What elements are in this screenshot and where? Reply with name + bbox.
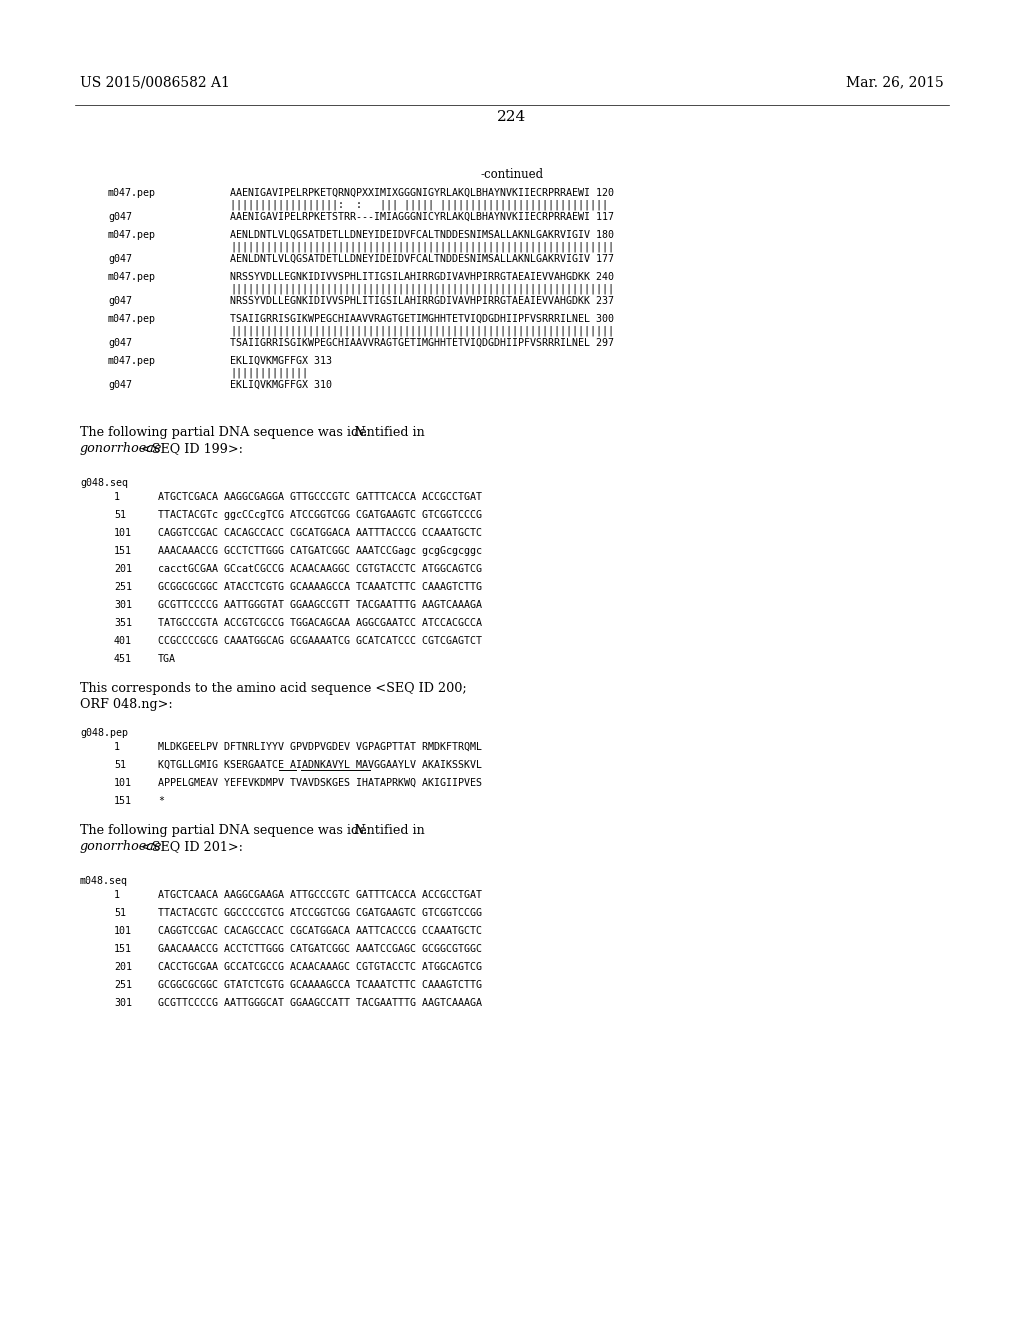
Text: g047: g047 bbox=[108, 253, 132, 264]
Text: 251: 251 bbox=[114, 582, 132, 591]
Text: 101: 101 bbox=[114, 777, 132, 788]
Text: m047.pep: m047.pep bbox=[108, 314, 156, 323]
Text: This corresponds to the amino acid sequence <SEQ ID 200;: This corresponds to the amino acid seque… bbox=[80, 682, 467, 696]
Text: CAGGTCCGAC CACAGCCACC CGCATGGACA AATTTACCCG CCAAATGCTC: CAGGTCCGAC CACAGCCACC CGCATGGACA AATTTAC… bbox=[158, 528, 482, 539]
Text: gonorrhoeae: gonorrhoeae bbox=[80, 442, 163, 455]
Text: KQTGLLGMIG KSERGAATCE AIADNKAVYL MAVGGAAYLV AKAIKSSKVL: KQTGLLGMIG KSERGAATCE AIADNKAVYL MAVGGAA… bbox=[158, 760, 482, 770]
Text: m048.seq: m048.seq bbox=[80, 876, 128, 886]
Text: <SEQ ID 199>:: <SEQ ID 199>: bbox=[136, 442, 243, 455]
Text: AENLDNTLVLQGSATDETLLDNEYIDEIDVFCALTNDDESNIMSALLAKNLGAKRVIGIV 180: AENLDNTLVLQGSATDETLLDNEYIDEIDVFCALTNDDES… bbox=[230, 230, 614, 240]
Text: The following partial DNA sequence was identified in: The following partial DNA sequence was i… bbox=[80, 426, 429, 440]
Text: AAENIGAVIPELRPKETQRNQPXXIMIXGGGNIGYRLAKQLBHAYNVKIIECRPRRAEWI 120: AAENIGAVIPELRPKETQRNQPXXIMIXGGGNIGYRLAKQ… bbox=[230, 187, 614, 198]
Text: EKLIQVKMGFFGX 310: EKLIQVKMGFFGX 310 bbox=[230, 380, 332, 389]
Text: AAENIGAVIPELRPKETSTRR---IMIAGGGNICYRLAKQLBHAYNVKIIECRPRRAEWI 117: AAENIGAVIPELRPKETSTRR---IMIAGGGNICYRLAKQ… bbox=[230, 213, 614, 222]
Text: 1: 1 bbox=[114, 742, 120, 752]
Text: 51: 51 bbox=[114, 760, 126, 770]
Text: 451: 451 bbox=[114, 653, 132, 664]
Text: 1: 1 bbox=[114, 890, 120, 900]
Text: 1: 1 bbox=[114, 492, 120, 502]
Text: -continued: -continued bbox=[480, 168, 544, 181]
Text: g048.seq: g048.seq bbox=[80, 478, 128, 488]
Text: APPELGMEAV YEFEVKDMPV TVAVDSKGES IHATAPRKWQ AKIGIIPVES: APPELGMEAV YEFEVKDMPV TVAVDSKGES IHATAPR… bbox=[158, 777, 482, 788]
Text: g047: g047 bbox=[108, 213, 132, 222]
Text: NRSSYVDLLEGNKIDIVVSPHLITIGSILAHIRRGDIVAVHPIRRGTAEAIEVVAHGDKK 240: NRSSYVDLLEGNKIDIVVSPHLITIGSILAHIRRGDIVAV… bbox=[230, 272, 614, 282]
Text: 351: 351 bbox=[114, 618, 132, 628]
Text: EKLIQVKMGFFGX 313: EKLIQVKMGFFGX 313 bbox=[230, 356, 332, 366]
Text: ||||||||||||||||||:  :   ||| ||||| ||||||||||||||||||||||||||||: ||||||||||||||||||: : ||| ||||| ||||||||… bbox=[230, 201, 608, 210]
Text: *: * bbox=[158, 796, 164, 807]
Text: m047.pep: m047.pep bbox=[108, 272, 156, 282]
Text: TTACTACGTC GGCCCCGTCG ATCCGGTCGG CGATGAAGTC GTCGGTCCGG: TTACTACGTC GGCCCCGTCG ATCCGGTCGG CGATGAA… bbox=[158, 908, 482, 917]
Text: 101: 101 bbox=[114, 927, 132, 936]
Text: GCGGCGCGGC GTATCTCGTG GCAAAAGCCA TCAAATCTTC CAAAGTCTTG: GCGGCGCGGC GTATCTCGTG GCAAAAGCCA TCAAATC… bbox=[158, 979, 482, 990]
Text: Mar. 26, 2015: Mar. 26, 2015 bbox=[846, 75, 944, 88]
Text: ORF 048.ng>:: ORF 048.ng>: bbox=[80, 698, 173, 711]
Text: GCGGCGCGGC ATACCTCGTG GCAAAAGCCA TCAAATCTTC CAAAGTCTTG: GCGGCGCGGC ATACCTCGTG GCAAAAGCCA TCAAATC… bbox=[158, 582, 482, 591]
Text: ||||||||||||||||||||||||||||||||||||||||||||||||||||||||||||||||: ||||||||||||||||||||||||||||||||||||||||… bbox=[230, 242, 614, 252]
Text: cacctGCGAA GCcatCGCCG ACAACAAGGC CGTGTACCTC ATGGCAGTCG: cacctGCGAA GCcatCGCCG ACAACAAGGC CGTGTAC… bbox=[158, 564, 482, 574]
Text: TSAIIGRRISGIKWPEGCHIAAVVRAGTGETIMGHHTETVIQDGDHIIPFVSRRRILNEL 300: TSAIIGRRISGIKWPEGCHIAAVVRAGTGETIMGHHTETV… bbox=[230, 314, 614, 323]
Text: 151: 151 bbox=[114, 944, 132, 954]
Text: AAACAAACCG GCCTCTTGGG CATGATCGGC AAATCCGagc gcgGcgcggc: AAACAAACCG GCCTCTTGGG CATGATCGGC AAATCCG… bbox=[158, 546, 482, 556]
Text: AENLDNTLVLQGSATDETLLDNEYIDEIDVFCALTNDDESNIMSALLAKNLGAKRVIGIV 177: AENLDNTLVLQGSATDETLLDNEYIDEIDVFCALTNDDES… bbox=[230, 253, 614, 264]
Text: m047.pep: m047.pep bbox=[108, 356, 156, 366]
Text: m047.pep: m047.pep bbox=[108, 187, 156, 198]
Text: TGA: TGA bbox=[158, 653, 176, 664]
Text: GCGTTCCCCG AATTGGGTAT GGAAGCCGTT TACGAATTTG AAGTCAAAGA: GCGTTCCCCG AATTGGGTAT GGAAGCCGTT TACGAAT… bbox=[158, 601, 482, 610]
Text: <SEQ ID 201>:: <SEQ ID 201>: bbox=[136, 840, 243, 853]
Text: g047: g047 bbox=[108, 380, 132, 389]
Text: m047.pep: m047.pep bbox=[108, 230, 156, 240]
Text: ATGCTCAACA AAGGCGAAGA ATTGCCCGTC GATTTCACCA ACCGCCTGAT: ATGCTCAACA AAGGCGAAGA ATTGCCCGTC GATTTCA… bbox=[158, 890, 482, 900]
Text: The following partial DNA sequence was identified in: The following partial DNA sequence was i… bbox=[80, 824, 429, 837]
Text: CCGCCCCGCG CAAATGGCAG GCGAAAATCG GCATCATCCC CGTCGAGTCT: CCGCCCCGCG CAAATGGCAG GCGAAAATCG GCATCAT… bbox=[158, 636, 482, 645]
Text: g047: g047 bbox=[108, 338, 132, 348]
Text: MLDKGEELPV DFTNRLIYYV GPVDPVGDEV VGPAGPTTAT RMDKFTRQML: MLDKGEELPV DFTNRLIYYV GPVDPVGDEV VGPAGPT… bbox=[158, 742, 482, 752]
Text: |||||||||||||: ||||||||||||| bbox=[230, 368, 308, 379]
Text: TTACTACGTc ggcCCcgTCG ATCCGGTCGG CGATGAAGTC GTCGGTCCCG: TTACTACGTc ggcCCcgTCG ATCCGGTCGG CGATGAA… bbox=[158, 510, 482, 520]
Text: ATGCTCGACA AAGGCGAGGA GTTGCCCGTC GATTTCACCA ACCGCCTGAT: ATGCTCGACA AAGGCGAGGA GTTGCCCGTC GATTTCA… bbox=[158, 492, 482, 502]
Text: NRSSYVDLLEGNKIDIVVSPHLITIGSILAHIRRGDIVAVHPIRRGTAEAIEVVAHGDKK 237: NRSSYVDLLEGNKIDIVVSPHLITIGSILAHIRRGDIVAV… bbox=[230, 296, 614, 306]
Text: 101: 101 bbox=[114, 528, 132, 539]
Text: CACCTGCGAA GCCATCGCCG ACAACAAAGC CGTGTACCTC ATGGCAGTCG: CACCTGCGAA GCCATCGCCG ACAACAAAGC CGTGTAC… bbox=[158, 962, 482, 972]
Text: US 2015/0086582 A1: US 2015/0086582 A1 bbox=[80, 75, 229, 88]
Text: g048.pep: g048.pep bbox=[80, 729, 128, 738]
Text: 201: 201 bbox=[114, 564, 132, 574]
Text: 301: 301 bbox=[114, 998, 132, 1008]
Text: N.: N. bbox=[353, 426, 368, 440]
Text: ||||||||||||||||||||||||||||||||||||||||||||||||||||||||||||||||: ||||||||||||||||||||||||||||||||||||||||… bbox=[230, 326, 614, 337]
Text: N.: N. bbox=[353, 824, 368, 837]
Text: 51: 51 bbox=[114, 908, 126, 917]
Text: 151: 151 bbox=[114, 796, 132, 807]
Text: 201: 201 bbox=[114, 962, 132, 972]
Text: 151: 151 bbox=[114, 546, 132, 556]
Text: GCGTTCCCCG AATTGGGCAT GGAAGCCATT TACGAATTTG AAGTCAAAGA: GCGTTCCCCG AATTGGGCAT GGAAGCCATT TACGAAT… bbox=[158, 998, 482, 1008]
Text: GAACAAACCG ACCTCTTGGG CATGATCGGC AAATCCGAGC GCGGCGTGGC: GAACAAACCG ACCTCTTGGG CATGATCGGC AAATCCG… bbox=[158, 944, 482, 954]
Text: 301: 301 bbox=[114, 601, 132, 610]
Text: CAGGTCCGAC CACAGCCACC CGCATGGACA AATTCACCCG CCAAATGCTC: CAGGTCCGAC CACAGCCACC CGCATGGACA AATTCAC… bbox=[158, 927, 482, 936]
Text: 401: 401 bbox=[114, 636, 132, 645]
Text: 224: 224 bbox=[498, 110, 526, 124]
Text: g047: g047 bbox=[108, 296, 132, 306]
Text: ||||||||||||||||||||||||||||||||||||||||||||||||||||||||||||||||: ||||||||||||||||||||||||||||||||||||||||… bbox=[230, 284, 614, 294]
Text: gonorrhoeae: gonorrhoeae bbox=[80, 840, 163, 853]
Text: TSAIIGRRISGIKWPEGCHIAAVVRAGTGETIMGHHTETVIQDGDHIIPFVSRRRILNEL 297: TSAIIGRRISGIKWPEGCHIAAVVRAGTGETIMGHHTETV… bbox=[230, 338, 614, 348]
Text: TATGCCCGTA ACCGTCGCCG TGGACAGCAA AGGCGAATCC ATCCACGCCA: TATGCCCGTA ACCGTCGCCG TGGACAGCAA AGGCGAA… bbox=[158, 618, 482, 628]
Text: 251: 251 bbox=[114, 979, 132, 990]
Text: 51: 51 bbox=[114, 510, 126, 520]
